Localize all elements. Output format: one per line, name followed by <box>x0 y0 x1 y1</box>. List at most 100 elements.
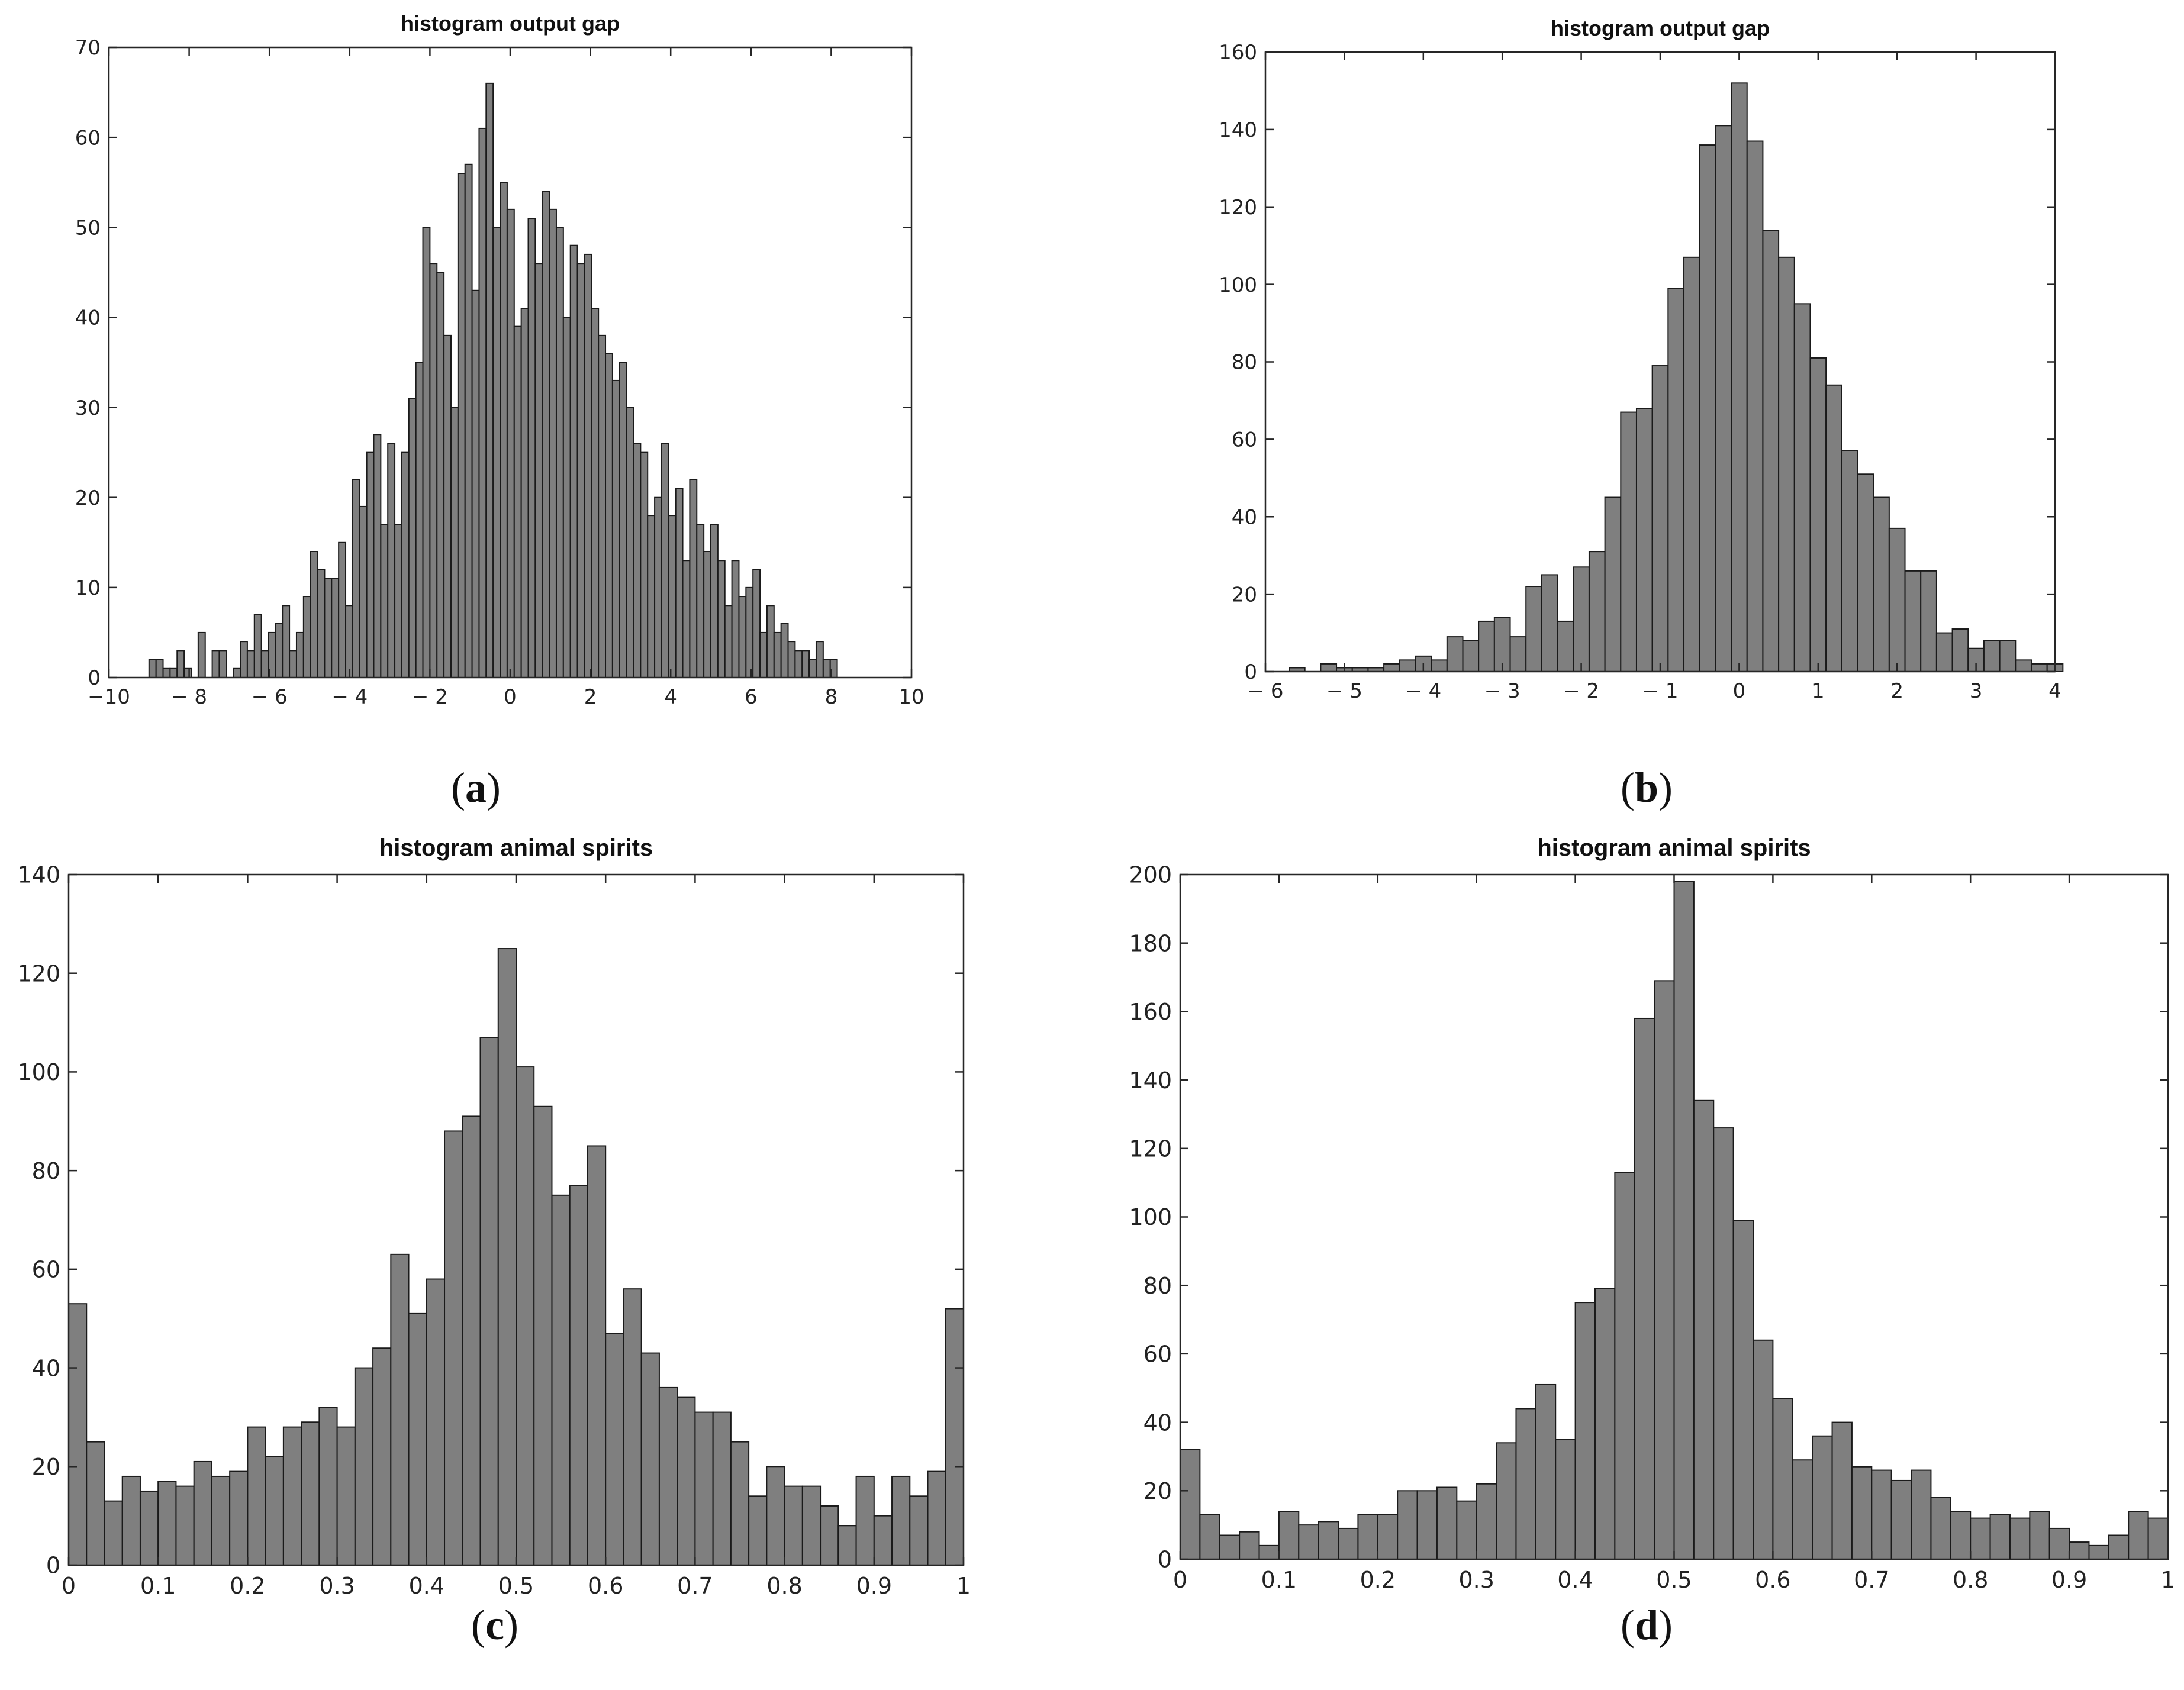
histogram-bar <box>2108 1534 2130 1560</box>
histogram-bar <box>766 1466 785 1566</box>
histogram-bar <box>576 263 585 678</box>
panel-label: (a) <box>451 764 501 811</box>
histogram-bar <box>745 586 754 678</box>
histogram-bar <box>1793 303 1811 672</box>
y-tick-label: 10 <box>75 576 101 600</box>
histogram-bar <box>822 659 831 678</box>
histogram-bar <box>516 1066 535 1566</box>
histogram-bar <box>1594 1288 1616 1560</box>
x-tick-label: 4 <box>2048 679 2061 703</box>
panel-label: (d) <box>1621 1601 1673 1649</box>
chart-a: −10 − 8 − 6 − 4 − 2 0 2 4 6 8 10 0 10 20 30 40 50 60 70 his… <box>75 11 925 811</box>
histogram-bar <box>773 631 782 679</box>
histogram-bar <box>471 289 480 679</box>
histogram-bar <box>183 667 192 679</box>
histogram-bar <box>497 948 517 1566</box>
histogram-bar <box>677 1396 696 1566</box>
panel-label-letter: a <box>465 764 487 811</box>
x-tick-label: −10 <box>88 685 130 709</box>
y-tick-label: 20 <box>1232 583 1257 607</box>
histogram-bar <box>534 263 543 678</box>
histogram-bar <box>1525 586 1542 672</box>
histogram-bar <box>1831 1421 1853 1560</box>
x-tick-label: 0.8 <box>1953 1567 1988 1593</box>
histogram-bar <box>808 659 817 678</box>
histogram-bar <box>1555 1439 1576 1560</box>
histogram-bar <box>513 325 522 678</box>
x-tick-label: 0.8 <box>766 1573 802 1599</box>
histogram-bar <box>759 631 768 679</box>
histogram-bar <box>282 605 291 678</box>
histogram-bar <box>696 524 705 678</box>
histogram-bar <box>408 1312 427 1566</box>
histogram-bar <box>1812 1435 1833 1560</box>
histogram-bar <box>1509 636 1527 672</box>
histogram-bar <box>1772 1398 1793 1560</box>
histogram-bar <box>1298 1524 1319 1560</box>
histogram-bar <box>766 605 775 678</box>
histogram-bar <box>694 1411 714 1566</box>
y-tick-label: 100 <box>1129 1204 1172 1230</box>
histogram-bar <box>2029 1511 2050 1560</box>
histogram-bar <box>1654 980 1675 1560</box>
histogram-bar <box>801 650 810 678</box>
histogram-bar <box>837 1525 857 1566</box>
histogram-bar <box>394 524 402 678</box>
histogram-bar <box>1478 620 1495 673</box>
histogram-bar <box>457 173 466 678</box>
y-tick-label: 140 <box>1129 1067 1172 1094</box>
x-tick-label: 0.4 <box>409 1573 444 1599</box>
histogram-bar <box>401 451 410 678</box>
histogram-bar <box>654 496 662 679</box>
histogram-bar <box>1614 1172 1635 1560</box>
histogram-bar <box>1620 411 1637 672</box>
chart-title: histogram output gap <box>1551 16 1770 40</box>
histogram-bar <box>1320 663 1338 673</box>
histogram-bar <box>352 479 360 678</box>
x-tick-label: 3 <box>1970 679 1983 703</box>
histogram-bar <box>584 253 592 678</box>
histogram-bar <box>479 1037 499 1566</box>
histogram-bar <box>359 505 368 678</box>
histogram-bar <box>780 623 789 678</box>
histogram-bar <box>1557 620 1574 673</box>
histogram-bar <box>927 1470 946 1566</box>
bar-series <box>148 82 838 679</box>
y-tick-label: 20 <box>32 1454 60 1480</box>
panel-label-letter: c <box>485 1601 504 1649</box>
histogram-bar <box>820 1505 839 1566</box>
histogram-bar <box>175 1485 195 1566</box>
histogram-bar <box>176 650 185 678</box>
histogram-bar <box>1871 1469 1892 1560</box>
y-tick-label: 140 <box>1219 118 1257 142</box>
histogram-bar <box>197 631 206 679</box>
histogram-bar <box>1911 1469 1932 1560</box>
histogram-bar <box>492 227 501 679</box>
y-tick-label: 40 <box>1143 1410 1172 1436</box>
histogram-bar <box>605 353 613 678</box>
y-tick-label: 100 <box>1219 273 1257 297</box>
histogram-bar <box>1377 1514 1399 1560</box>
histogram-bar <box>229 1470 249 1566</box>
histogram-bar <box>408 398 417 678</box>
histogram-bar <box>710 524 719 678</box>
histogram-bar <box>2048 1527 2070 1560</box>
chart-d: 0 0.1 0.2 0.3 0.4 0.5 0.6 0.7 0.8 0.9 1 0 20 40 60 80 10… <box>1129 835 2175 1649</box>
panel-label-letter: b <box>1635 764 1658 811</box>
histogram-bar <box>380 524 389 678</box>
y-tick-label: 20 <box>75 486 101 510</box>
y-tick-label: 160 <box>1219 41 1257 64</box>
histogram-bar <box>555 227 564 679</box>
y-tick-label: 140 <box>17 862 60 888</box>
histogram-bar <box>415 362 424 678</box>
histogram-bar <box>569 1185 588 1566</box>
histogram-bar <box>289 650 297 678</box>
x-tick-label: 0.3 <box>1458 1567 1494 1593</box>
chart-title: histogram animal spirits <box>379 835 653 861</box>
histogram-bar <box>338 541 347 678</box>
histogram-bar <box>2088 1544 2109 1560</box>
histogram-bar <box>717 560 726 679</box>
x-tick-label: 0 <box>1173 1567 1187 1593</box>
histogram-bar <box>1399 659 1416 672</box>
histogram-bar <box>542 191 550 678</box>
